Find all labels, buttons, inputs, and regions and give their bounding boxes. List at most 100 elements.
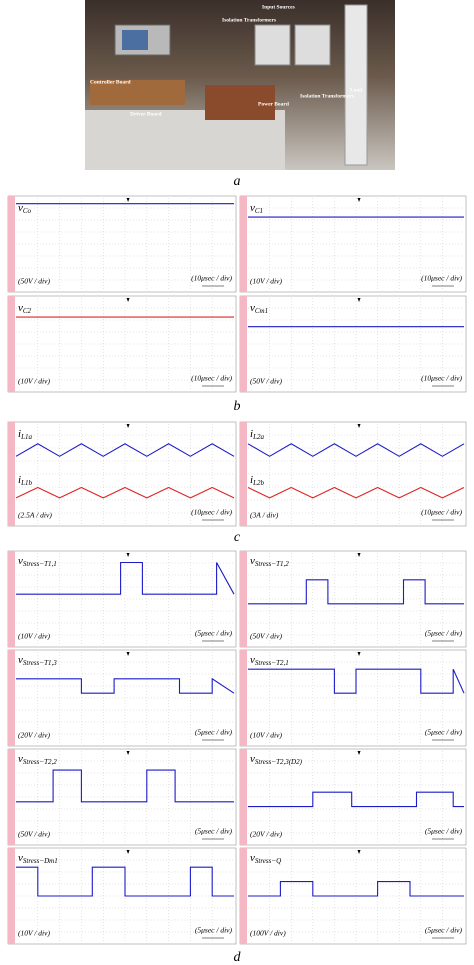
trigger-marker [126, 652, 130, 656]
time-per-div: (5μsec / div) [195, 728, 233, 737]
scope-strip [8, 422, 15, 526]
source [294, 24, 331, 66]
signal-label: vStress−T2,3(D2) [250, 753, 303, 766]
scope-panel: (50V / div) (5μsec / div) [7, 748, 237, 846]
signal-symbol: v [18, 202, 23, 214]
waveform [15, 486, 235, 499]
trigger-marker [357, 850, 361, 854]
volts-per-div: (50V / div) [18, 277, 50, 286]
signal-symbol: v [250, 654, 255, 666]
signal-label: vStress−T1,2 [250, 555, 289, 568]
waveform [15, 443, 235, 457]
scope-strip [8, 551, 15, 647]
signal-label: vCm1 [250, 302, 268, 315]
scope-strip [8, 848, 15, 944]
signal-symbol: v [18, 852, 23, 864]
scope-strip [240, 422, 247, 526]
signal-symbol: v [18, 753, 23, 765]
signal-symbol: v [250, 202, 255, 214]
volts-per-div: (50V / div) [250, 632, 282, 641]
time-per-div: (5μsec / div) [425, 629, 463, 638]
caption: a [234, 174, 241, 189]
signal-symbol: v [250, 302, 255, 314]
photo-label: Input Sources [262, 4, 295, 10]
signal-subscript: Stress−T2,1 [255, 659, 289, 667]
waveform [248, 579, 464, 605]
trigger-marker [357, 751, 361, 755]
board [205, 85, 275, 120]
time-per-div: (10μsec / div) [421, 274, 462, 283]
time-per-div: (10μsec / div) [421, 508, 462, 517]
waveform [16, 677, 235, 694]
scope-strip [8, 749, 15, 845]
waveform [16, 561, 235, 595]
scope-panel: (2.5A / div) (10μsec / div) [7, 421, 237, 527]
photo-label: Controller Board [90, 79, 131, 85]
volts-per-div: (20V / div) [18, 731, 50, 740]
waveform [248, 668, 465, 694]
signal-label: vStress−Q [250, 852, 281, 865]
scope-panel: (50V / div) (10μsec / div) [239, 295, 467, 393]
oscilloscope-screen [122, 30, 148, 50]
signal-subscript: Stress−T1,3 [23, 659, 57, 667]
signal-label: vStress−Dm1 [18, 852, 58, 865]
volts-per-div: (2.5A / div) [18, 511, 52, 520]
signal-subscript: Stress−T2,3(D2) [255, 758, 303, 766]
scope-panel: (50V / div) (10μsec / div) [7, 195, 237, 293]
waveform [16, 769, 234, 803]
signal-symbol: v [250, 852, 255, 864]
scope-strip [240, 296, 247, 392]
scope-panel: (10V / div) (5μsec / div) [7, 550, 237, 648]
scope-panel: (10V / div) (10μsec / div) [7, 295, 237, 393]
signal-symbol: v [250, 555, 255, 567]
time-per-div: (5μsec / div) [195, 827, 233, 836]
signal-symbol: v [18, 654, 23, 666]
signal-label: iL1b [18, 474, 32, 487]
waveform [16, 866, 234, 897]
signal-subscript: Stress−T2,2 [23, 758, 57, 766]
scope-strip [240, 749, 247, 845]
time-per-div: (5μsec / div) [425, 926, 463, 935]
photo-label: Power Board [258, 101, 289, 107]
signal-subscript: Stress−Q [255, 857, 281, 865]
volts-per-div: (50V / div) [18, 830, 50, 839]
volts-per-div: (20V / div) [250, 830, 282, 839]
signal-subscript: C1 [255, 207, 263, 215]
signal-label: iL2b [250, 474, 264, 487]
scope-panel: (10V / div) (10μsec / div) [239, 195, 467, 293]
source [254, 24, 291, 66]
signal-label: vCo [18, 202, 32, 215]
signal-label: vStress−T1,3 [18, 654, 57, 667]
signal-subscript: Co [23, 207, 32, 215]
trigger-marker [357, 553, 361, 557]
trigger-marker [357, 298, 361, 302]
waveform [247, 443, 465, 457]
signal-label: vC2 [18, 302, 32, 315]
scope-strip [8, 296, 15, 392]
signal-label: vStress−T2,2 [18, 753, 57, 766]
signal-subscript: Stress−T1,1 [23, 560, 57, 568]
scope-strip [8, 650, 15, 746]
scope-strip [240, 650, 247, 746]
signal-label: vStress−T2,1 [250, 654, 289, 667]
time-per-div: (5μsec / div) [425, 827, 463, 836]
scope-panel: (50V / div) (5μsec / div) [239, 550, 467, 648]
trigger-marker [357, 652, 361, 656]
volts-per-div: (10V / div) [18, 377, 50, 386]
volts-per-div: (50V / div) [250, 377, 282, 386]
scope-panel: (20V / div) (5μsec / div) [7, 649, 237, 747]
scope-panel: (10V / div) (5μsec / div) [239, 649, 467, 747]
signal-symbol: v [18, 555, 23, 567]
time-per-div: (10μsec / div) [191, 274, 232, 283]
scope-strip [240, 848, 247, 944]
photo-label: Isolation Transformers [222, 17, 276, 23]
signal-symbol: i [250, 474, 253, 486]
trigger-marker [126, 298, 130, 302]
signal-subscript: L2a [252, 433, 264, 441]
photo-label: Isolation Transformers [300, 93, 354, 99]
volts-per-div: (3A / div) [250, 511, 279, 520]
signal-label: iL2a [250, 428, 264, 441]
signal-symbol: v [18, 302, 23, 314]
trigger-marker [126, 553, 130, 557]
